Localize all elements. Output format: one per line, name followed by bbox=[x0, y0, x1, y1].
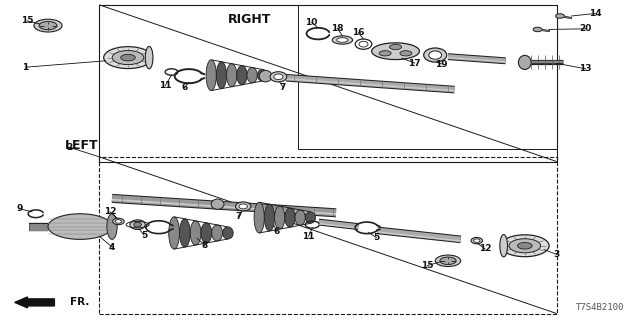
Ellipse shape bbox=[130, 220, 145, 229]
Ellipse shape bbox=[474, 239, 480, 243]
Text: 9: 9 bbox=[16, 204, 22, 213]
Text: 13: 13 bbox=[579, 64, 592, 73]
Ellipse shape bbox=[239, 204, 248, 209]
Ellipse shape bbox=[48, 214, 112, 239]
Text: 17: 17 bbox=[408, 59, 421, 68]
Ellipse shape bbox=[337, 38, 348, 42]
Text: RIGHT: RIGHT bbox=[228, 13, 271, 26]
Text: 7: 7 bbox=[235, 212, 241, 221]
Ellipse shape bbox=[145, 46, 153, 69]
Ellipse shape bbox=[216, 62, 227, 89]
Text: 18: 18 bbox=[331, 24, 344, 33]
Ellipse shape bbox=[533, 27, 542, 32]
Ellipse shape bbox=[237, 66, 247, 85]
Text: 8: 8 bbox=[202, 241, 208, 250]
Ellipse shape bbox=[104, 47, 152, 68]
Ellipse shape bbox=[332, 36, 353, 44]
Text: 19: 19 bbox=[435, 60, 448, 68]
Ellipse shape bbox=[259, 70, 272, 82]
Ellipse shape bbox=[107, 214, 117, 239]
Text: 7: 7 bbox=[280, 83, 286, 92]
Ellipse shape bbox=[112, 51, 144, 65]
Ellipse shape bbox=[390, 44, 401, 50]
Ellipse shape bbox=[121, 54, 135, 61]
Ellipse shape bbox=[400, 51, 412, 56]
Ellipse shape bbox=[274, 74, 283, 80]
Ellipse shape bbox=[295, 210, 305, 225]
Ellipse shape bbox=[190, 221, 201, 245]
Text: FR.: FR. bbox=[70, 297, 90, 308]
Ellipse shape bbox=[270, 72, 287, 82]
Bar bbox=[99, 157, 557, 314]
Ellipse shape bbox=[169, 217, 179, 249]
Ellipse shape bbox=[471, 237, 483, 244]
Ellipse shape bbox=[264, 204, 275, 231]
Ellipse shape bbox=[500, 235, 508, 257]
Text: 12: 12 bbox=[104, 207, 116, 216]
Ellipse shape bbox=[285, 208, 295, 227]
FancyArrow shape bbox=[15, 297, 54, 308]
Ellipse shape bbox=[201, 223, 212, 243]
Text: 2: 2 bbox=[66, 143, 72, 152]
Bar bbox=[99, 5, 557, 162]
Text: 3: 3 bbox=[554, 250, 560, 259]
Ellipse shape bbox=[115, 220, 122, 223]
Ellipse shape bbox=[254, 202, 264, 233]
Ellipse shape bbox=[206, 60, 216, 91]
Text: 6: 6 bbox=[273, 227, 280, 236]
Text: 11: 11 bbox=[159, 81, 172, 90]
Text: LEFT: LEFT bbox=[65, 139, 99, 152]
Ellipse shape bbox=[34, 19, 62, 32]
Text: 20: 20 bbox=[579, 24, 592, 33]
Ellipse shape bbox=[227, 64, 237, 87]
Text: 15: 15 bbox=[421, 261, 434, 270]
Ellipse shape bbox=[435, 255, 461, 267]
Text: 6: 6 bbox=[181, 83, 188, 92]
Text: 5: 5 bbox=[141, 231, 147, 240]
Text: 12: 12 bbox=[479, 244, 492, 253]
Ellipse shape bbox=[257, 69, 268, 81]
Text: T7S4B2100: T7S4B2100 bbox=[575, 303, 624, 312]
Text: 11: 11 bbox=[302, 232, 315, 241]
Ellipse shape bbox=[518, 55, 531, 69]
Ellipse shape bbox=[429, 51, 442, 59]
Text: 15: 15 bbox=[20, 16, 33, 25]
Ellipse shape bbox=[236, 202, 251, 211]
Ellipse shape bbox=[305, 212, 316, 223]
Ellipse shape bbox=[275, 206, 285, 229]
Text: 5: 5 bbox=[373, 233, 380, 242]
Text: 4: 4 bbox=[109, 243, 115, 252]
Ellipse shape bbox=[500, 235, 549, 257]
Ellipse shape bbox=[39, 21, 57, 30]
Ellipse shape bbox=[179, 219, 190, 247]
Text: 1: 1 bbox=[22, 63, 29, 72]
Ellipse shape bbox=[113, 218, 124, 225]
Ellipse shape bbox=[379, 51, 391, 56]
Ellipse shape bbox=[134, 222, 141, 227]
Ellipse shape bbox=[424, 48, 447, 62]
Ellipse shape bbox=[372, 43, 419, 60]
Text: 10: 10 bbox=[305, 18, 318, 27]
Ellipse shape bbox=[247, 68, 257, 83]
Text: 14: 14 bbox=[589, 9, 602, 18]
Bar bbox=[298, 5, 557, 149]
Ellipse shape bbox=[556, 14, 564, 18]
Ellipse shape bbox=[223, 227, 233, 239]
Ellipse shape bbox=[518, 243, 532, 249]
Ellipse shape bbox=[212, 225, 223, 241]
Ellipse shape bbox=[440, 257, 456, 265]
Ellipse shape bbox=[509, 239, 541, 253]
Ellipse shape bbox=[211, 199, 224, 209]
Text: 16: 16 bbox=[352, 28, 365, 37]
